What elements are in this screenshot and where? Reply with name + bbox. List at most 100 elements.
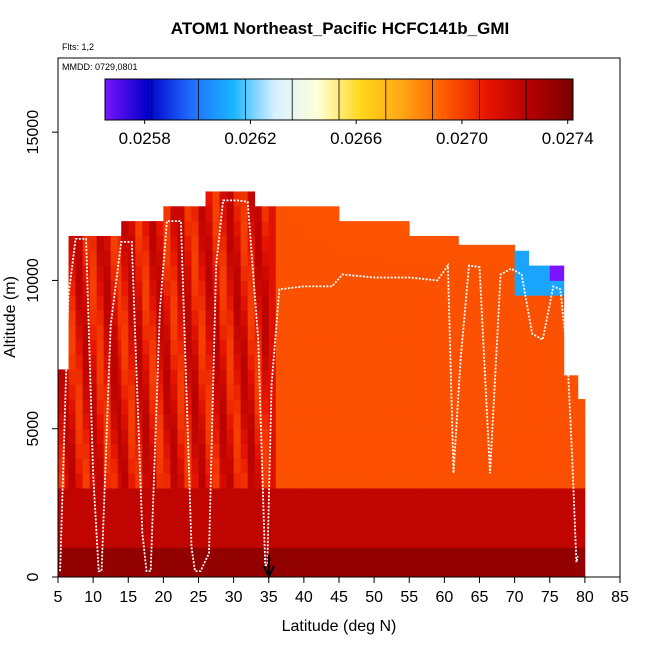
curtain-cell [110, 369, 119, 385]
curtain-cell [82, 428, 91, 444]
curtain-cell [507, 250, 516, 266]
curtain-cell [570, 458, 579, 474]
curtain-cell [577, 562, 586, 577]
curtain-cell [205, 488, 213, 504]
curtain-cell [240, 488, 249, 504]
curtain-cell [472, 547, 480, 563]
curtain-cell [89, 354, 98, 370]
curtain-cell [121, 547, 129, 563]
curtain-cell [374, 458, 382, 474]
curtain-cell [198, 221, 206, 237]
curtain-cell [82, 310, 91, 326]
curtain-cell [212, 324, 220, 341]
curtain-cell [117, 413, 122, 430]
curtain-cell [191, 458, 199, 474]
curtain-cell [110, 547, 119, 563]
curtain-cell [416, 532, 424, 548]
curtain-cell [282, 295, 291, 311]
curtain-cell [388, 354, 396, 370]
curtain-cell [528, 443, 537, 459]
curtain-cell [493, 295, 501, 311]
curtain-cell [346, 369, 354, 385]
curtain-cell [381, 354, 389, 370]
curtain-cell [479, 532, 487, 548]
curtain-cell [465, 488, 473, 504]
curtain-cell [128, 295, 136, 311]
curtain-cell [310, 235, 319, 252]
curtain-cell [219, 532, 227, 548]
curtain-cell [430, 547, 438, 563]
curtain-cell [289, 354, 298, 370]
curtain-cell [170, 206, 178, 222]
curtain-cell [156, 354, 164, 370]
curtain-cell [409, 399, 417, 415]
curtain-cell [500, 532, 508, 548]
curtain-cell [96, 265, 105, 281]
curtain-cell [110, 502, 119, 519]
curtain-cell [149, 443, 157, 459]
curtain-cell [121, 488, 129, 504]
curtain-cell [226, 532, 235, 548]
curtain-cell [163, 354, 171, 370]
curtain-cell [219, 265, 227, 281]
curtain-cell [156, 473, 164, 489]
curtain-cell [282, 413, 291, 430]
curtain-cell [465, 399, 473, 415]
curtain-cell [577, 399, 586, 415]
curtain-cell [68, 384, 76, 400]
curtain-cell [117, 339, 122, 355]
curtain-cell [261, 369, 270, 385]
curtain-cell [381, 221, 389, 237]
curtain-cell [89, 413, 98, 430]
curtain-cell [367, 399, 375, 415]
curtain-cell [303, 502, 312, 519]
curtain-cell [479, 458, 487, 474]
curtain-cell [282, 532, 291, 548]
curtain-cell [58, 473, 66, 489]
curtain-cell [261, 458, 270, 474]
curtain-cell [289, 369, 298, 385]
curtain-cell [367, 354, 375, 370]
curtain-cell [514, 547, 523, 563]
curtain-cell [346, 250, 354, 266]
curtain-cell [117, 265, 122, 281]
curtain-cell [82, 443, 91, 459]
curtain-cell [82, 384, 91, 400]
curtain-cell [528, 547, 537, 563]
curtain-cell [556, 324, 565, 341]
curtain-cell [444, 339, 452, 355]
curtain-cell [416, 250, 424, 266]
curtain-cell [395, 443, 403, 459]
curtain-cell [282, 250, 291, 266]
curtain-cell [324, 458, 333, 474]
curtain-cell [275, 339, 284, 355]
curtain-cell [535, 428, 544, 444]
curtain-cell [353, 532, 361, 548]
curtain-cell [128, 265, 136, 281]
curtain-cell [374, 221, 382, 237]
curtain-cell [58, 532, 66, 548]
curtain-cell [542, 532, 551, 548]
curtain-cell [121, 250, 129, 266]
curtain-cell [163, 280, 171, 296]
curtain-cell [191, 354, 199, 370]
curtain-cell [451, 488, 459, 504]
curtain-cell [472, 517, 480, 533]
x-tick-label: 70 [506, 589, 524, 606]
curtain-cell [149, 339, 157, 355]
curtain-cell [331, 250, 340, 266]
curtain-cell [289, 532, 298, 548]
curtain-cell [381, 295, 389, 311]
curtain-cell [310, 399, 319, 415]
curtain-cell [128, 458, 136, 474]
curtain-cell [381, 532, 389, 548]
curtain-cell [402, 473, 410, 489]
curtain-cell [346, 488, 354, 504]
curtain-cell [500, 443, 508, 459]
curtain-cell [577, 473, 586, 489]
curtain-cell [65, 384, 69, 400]
curtain-cell [451, 532, 459, 548]
curtain-cell [563, 384, 572, 400]
curtain-cell [303, 458, 312, 474]
